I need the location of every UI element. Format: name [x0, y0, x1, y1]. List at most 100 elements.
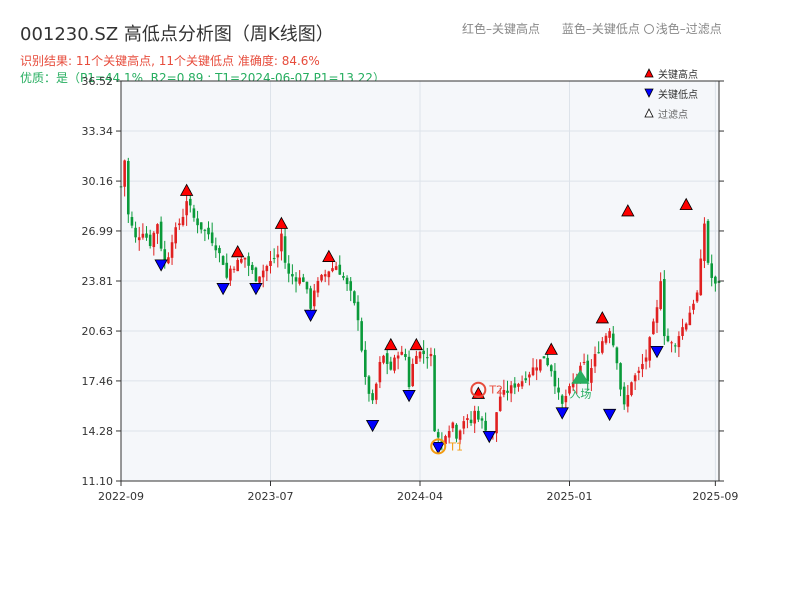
axes: 11.10 14.28 17.46 20.63 23.81 26.99 30.16 33.34…	[82, 75, 739, 503]
candle-body	[539, 359, 542, 371]
candle-body	[688, 312, 692, 326]
candle-body	[582, 361, 586, 363]
candle-body	[513, 383, 517, 388]
legend-item-high-label: 关键高点	[658, 70, 698, 81]
key-high-marker	[274, 216, 289, 229]
candle-body	[327, 271, 331, 278]
candle-body	[302, 277, 305, 282]
candle-body	[506, 390, 509, 393]
candle-body	[528, 374, 531, 378]
candle-body	[429, 353, 433, 357]
candle-body	[287, 263, 291, 274]
candle-body	[692, 303, 695, 310]
candle-body	[130, 217, 134, 226]
candle-body	[378, 361, 382, 383]
candle-body	[619, 363, 622, 390]
candle-body	[703, 223, 706, 261]
candle-body	[265, 265, 269, 272]
candle-body	[706, 220, 710, 263]
entry-marker	[571, 369, 590, 384]
candle-body	[396, 355, 400, 359]
chart-title: 001230.SZ 高低点分析图（周K线图）	[20, 24, 334, 45]
candle-body	[334, 266, 338, 270]
candle-body	[174, 227, 177, 244]
key-high-marker	[384, 337, 398, 351]
candle-body	[232, 268, 236, 270]
key-high-marker	[544, 342, 558, 355]
candle-body	[444, 436, 447, 445]
candle-body	[477, 410, 480, 420]
candle-body	[637, 370, 641, 373]
y-tick-label: 30.16	[82, 175, 114, 188]
candle-body	[502, 390, 506, 395]
candle-body	[178, 223, 181, 226]
candle-body	[495, 412, 498, 434]
candle-body	[546, 357, 549, 366]
candle-body	[243, 257, 247, 260]
candle-body	[156, 224, 159, 234]
candle-body	[677, 336, 681, 348]
candle-body	[199, 222, 203, 230]
candle-body	[469, 419, 473, 424]
candle-body	[167, 257, 170, 264]
candle-body	[593, 354, 597, 367]
candle-body	[655, 307, 659, 323]
candle-body	[385, 353, 389, 364]
candle-body	[137, 237, 141, 241]
candle-body	[462, 421, 466, 429]
candle-body	[141, 233, 145, 238]
candle-body	[400, 351, 404, 355]
candle-body	[622, 386, 626, 405]
x-tick-label: 2024-04	[397, 490, 443, 503]
candle-body	[670, 342, 673, 344]
key-high-marker	[621, 204, 635, 217]
candle-body	[261, 270, 265, 278]
candle-body	[509, 385, 513, 394]
candle-body	[590, 368, 593, 383]
candle-body	[425, 357, 429, 359]
key-low-marker	[303, 309, 318, 323]
legend-low-text: 蓝色–关键低点	[561, 22, 640, 36]
legend-filtered-text: 浅色–过滤点	[655, 22, 722, 36]
candle-body	[480, 418, 484, 421]
candle-body	[710, 263, 714, 278]
x-tick-label: 2023-07	[248, 490, 294, 503]
candle-body	[148, 234, 152, 246]
t2-marker	[470, 381, 487, 398]
key-high-marker	[595, 311, 609, 324]
candle-body	[276, 254, 280, 258]
candle-body	[389, 361, 393, 370]
candle-body	[626, 394, 630, 407]
candle-body	[535, 367, 538, 371]
y-tick-label: 14.28	[82, 425, 114, 438]
candle-body	[520, 381, 524, 387]
candle-body	[356, 301, 360, 321]
candle-body	[451, 422, 455, 429]
legend-high-text: 红色–关键高点	[462, 22, 541, 36]
candle-body	[367, 376, 371, 394]
key-low-marker	[365, 419, 380, 433]
candle-body	[181, 216, 185, 226]
entry-label: 入场	[569, 387, 591, 401]
candle-body	[673, 345, 677, 347]
key-low-marker	[650, 345, 664, 359]
candle-body	[269, 260, 272, 266]
candle-body	[652, 321, 655, 335]
candle-body	[364, 349, 367, 377]
candle-body	[225, 262, 229, 278]
candle-body	[221, 256, 225, 265]
legend-item-filtered: 过滤点	[644, 106, 688, 121]
key-low-marker	[555, 407, 569, 420]
candle-body	[170, 242, 174, 258]
legend-item-low-label: 关键低点	[658, 90, 698, 101]
y-tick-label: 11.10	[82, 475, 114, 488]
candle-body	[345, 277, 349, 285]
candle-body	[699, 258, 703, 296]
candle-body	[316, 280, 320, 293]
candle-body	[608, 331, 611, 338]
x-tick-label: 2025-09	[692, 490, 738, 503]
candle-body	[615, 347, 619, 364]
candle-body	[309, 288, 312, 309]
candle-body	[126, 161, 130, 215]
candle-body	[353, 291, 356, 304]
